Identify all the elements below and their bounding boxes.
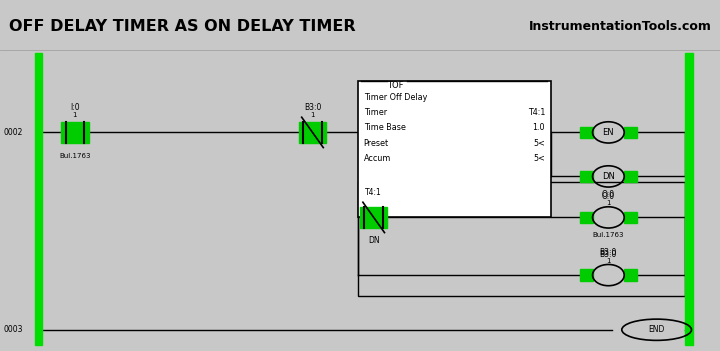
Text: Accum: Accum	[364, 154, 391, 163]
Text: B3:0: B3:0	[304, 102, 321, 112]
Bar	[35, 53, 42, 345]
Bar	[580, 171, 593, 182]
Text: O:0: O:0	[602, 190, 615, 199]
Text: B3:0: B3:0	[600, 250, 617, 259]
Bar	[580, 212, 593, 223]
Text: Preset: Preset	[364, 139, 389, 147]
Bar	[61, 122, 89, 143]
Bar	[299, 122, 326, 143]
Text: DN: DN	[368, 236, 379, 245]
Text: Bul.1763: Bul.1763	[59, 153, 91, 159]
Bar	[360, 207, 387, 228]
Text: Timer: Timer	[364, 108, 387, 117]
Text: 5<: 5<	[534, 154, 545, 163]
Text: O:0: O:0	[602, 192, 615, 201]
Text: 1: 1	[310, 112, 315, 118]
Bar	[624, 127, 637, 138]
Text: 1: 1	[73, 112, 77, 118]
Text: T4:1: T4:1	[528, 108, 545, 117]
Bar	[624, 269, 637, 281]
Bar	[358, 81, 551, 217]
Text: 1.0: 1.0	[533, 123, 545, 132]
Bar	[580, 127, 593, 138]
Bar	[624, 171, 637, 182]
Text: Bul.1763: Bul.1763	[593, 232, 624, 238]
Text: DN: DN	[602, 172, 615, 181]
Text: B3:0: B3:0	[600, 248, 617, 257]
Bar	[685, 53, 693, 345]
Text: OFF DELAY TIMER AS ON DELAY TIMER: OFF DELAY TIMER AS ON DELAY TIMER	[9, 19, 355, 34]
Text: 1: 1	[606, 200, 611, 206]
Text: T4:1: T4:1	[365, 188, 382, 197]
Text: I:0: I:0	[70, 102, 80, 112]
Bar	[358, 183, 685, 296]
Text: 5<: 5<	[534, 139, 545, 147]
Bar	[580, 269, 593, 281]
Text: TOF: TOF	[387, 81, 403, 90]
Text: Timer Off Delay: Timer Off Delay	[364, 93, 427, 102]
Text: END: END	[649, 325, 665, 334]
Text: EN: EN	[603, 128, 614, 137]
Text: 0002: 0002	[4, 128, 23, 137]
Text: 0003: 0003	[4, 325, 23, 334]
Text: InstrumentationTools.com: InstrumentationTools.com	[528, 20, 711, 33]
Bar	[624, 212, 637, 223]
Text: 1: 1	[606, 258, 611, 264]
Text: Time Base: Time Base	[364, 123, 405, 132]
